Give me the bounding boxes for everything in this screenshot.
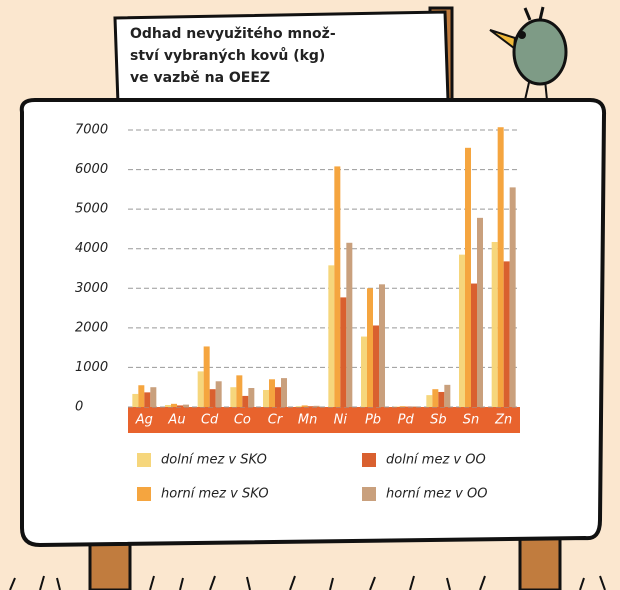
bar <box>509 187 516 407</box>
x-tick-label: Zn <box>494 413 512 428</box>
chart-title: Odhad nevyužitého množ- <box>130 26 336 42</box>
bar <box>307 406 314 407</box>
bar <box>444 384 451 407</box>
x-tick-label: Ag <box>135 413 153 428</box>
bar <box>203 346 210 407</box>
bar <box>361 336 367 407</box>
bar <box>426 395 433 407</box>
x-tick-label: Co <box>234 413 251 428</box>
x-tick-label: Au <box>167 413 185 428</box>
x-tick-label: Ni <box>334 413 348 428</box>
bar <box>367 288 373 407</box>
bar <box>209 389 216 407</box>
bar <box>346 242 353 407</box>
bar <box>471 283 477 407</box>
x-tick-label: Pb <box>365 413 381 428</box>
bar <box>183 404 189 407</box>
bar <box>150 387 157 407</box>
bar <box>432 389 439 407</box>
bar <box>236 375 243 407</box>
x-tick-label: Sn <box>463 413 480 428</box>
bar <box>230 387 237 407</box>
chart-title: ve vazbě na OEEZ <box>130 70 270 86</box>
bar <box>197 371 204 407</box>
bar <box>503 261 510 407</box>
legend-swatch <box>137 487 151 501</box>
bar <box>144 392 151 407</box>
legend-label: horní mez v OO <box>386 487 487 502</box>
legend-swatch <box>362 453 376 467</box>
bar <box>334 166 341 407</box>
bar <box>132 393 139 407</box>
bar <box>263 389 269 407</box>
bar <box>328 265 335 407</box>
bar <box>373 325 379 407</box>
bar <box>340 297 347 407</box>
y-tick-label: 2000 <box>75 320 108 335</box>
legend-label: horní mez v SKO <box>161 487 269 502</box>
y-tick-label: 3000 <box>75 281 108 296</box>
bar <box>379 284 385 407</box>
legend-swatch <box>362 487 376 501</box>
x-tick-label: Pd <box>398 413 415 428</box>
bar <box>165 405 171 407</box>
y-tick-label: 6000 <box>75 162 108 177</box>
bar <box>411 406 418 407</box>
bar <box>215 381 222 407</box>
category-band <box>128 407 520 433</box>
board <box>19 98 607 548</box>
bar <box>138 385 145 407</box>
bar <box>491 241 498 407</box>
bar <box>295 406 302 407</box>
bar <box>465 147 471 408</box>
x-tick-label: Sb <box>430 413 447 428</box>
x-tick-label: Cd <box>201 413 219 428</box>
y-tick-label: 7000 <box>75 123 108 138</box>
bar <box>171 403 177 407</box>
bar <box>459 254 465 407</box>
legend-swatch <box>137 453 151 467</box>
bar <box>177 405 183 407</box>
chart-title: ství vybraných kovů (kg) <box>130 47 325 64</box>
bar <box>497 127 504 407</box>
y-tick-label: 5000 <box>75 202 108 217</box>
bar <box>242 395 249 407</box>
bar <box>301 405 308 407</box>
bar <box>438 391 445 407</box>
bar <box>313 405 320 407</box>
bar <box>399 406 406 407</box>
y-tick-label: 0 <box>75 400 83 415</box>
legend-label: dolní mez v SKO <box>161 453 267 468</box>
legend-label: dolní mez v OO <box>386 453 486 468</box>
bar <box>281 378 287 407</box>
bar <box>269 379 275 407</box>
y-tick-label: 1000 <box>75 360 108 375</box>
bar <box>248 388 255 407</box>
y-tick-label: 4000 <box>75 241 108 256</box>
bar <box>477 217 483 407</box>
x-tick-label: Mn <box>298 413 317 428</box>
bar <box>275 387 281 407</box>
x-tick-label: Cr <box>268 413 284 428</box>
bird <box>489 6 568 101</box>
grass <box>9 575 606 590</box>
